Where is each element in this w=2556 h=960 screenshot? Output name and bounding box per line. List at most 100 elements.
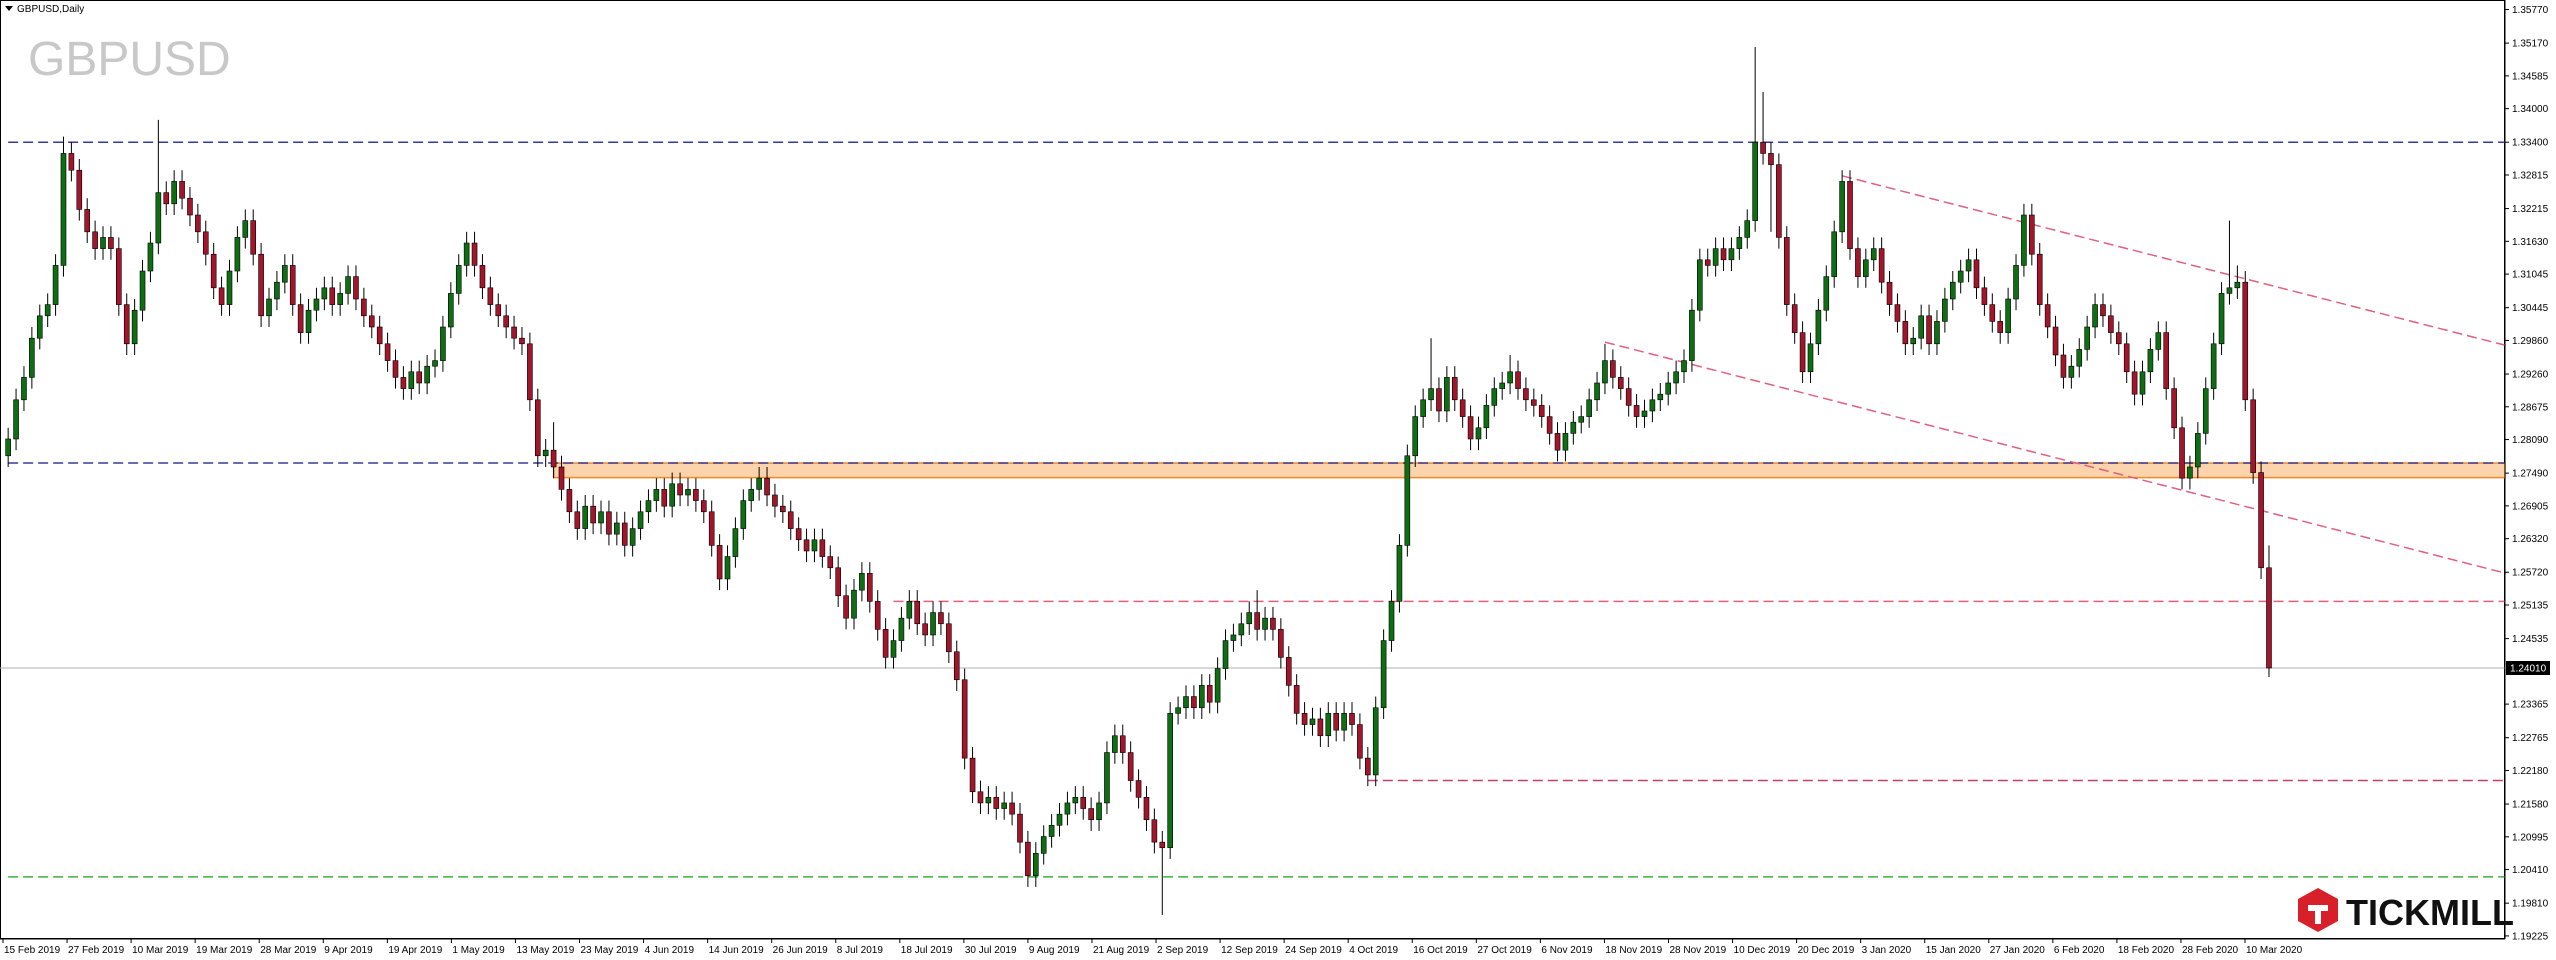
candle-body [495,304,502,317]
candle-body [1791,304,1798,333]
candle-body [1396,545,1403,602]
y-tick-label: 1.27490 [2512,469,2549,480]
candle-body [5,438,11,457]
candle-body [1807,343,1814,373]
y-tick-label: 1.30445 [2512,303,2549,314]
candle-body [1064,802,1071,815]
candle-body [210,253,217,289]
candle-body [2234,281,2241,289]
candle-body [218,287,225,305]
candle-body [1863,259,1869,277]
title-triangle [5,6,13,11]
candle-body [1973,259,1980,289]
candle-body [2013,265,2019,300]
candle-body [1491,388,1498,406]
candle-body [297,304,304,333]
candle-body [1515,371,1521,389]
candle-body [1957,270,1964,283]
candle-body [953,651,960,681]
candle-body [2242,281,2249,401]
y-tick-label: 1.25720 [2512,568,2549,579]
candle-body [1752,141,1758,221]
candle-body [1712,248,1719,266]
candle-body [1412,416,1419,457]
x-tick-label: 18 Jul 2019 [901,945,953,956]
candle-body [2076,349,2083,367]
candle-body [1214,668,1221,703]
candle-body [938,612,944,625]
candle-body [969,757,976,793]
candle-body [2179,427,2185,479]
candle-body [914,601,921,625]
candle-body [1222,640,1229,669]
candle-body [1270,617,1276,630]
candle-body [1736,237,1743,249]
candle-body [321,287,328,300]
candle-body [1997,321,2004,333]
candle-body [1151,819,1158,843]
candle-body [2131,371,2138,395]
candle-body [1507,371,1513,384]
candle-body [874,601,881,630]
candle-body [1056,813,1063,826]
candle-body [1625,388,1632,406]
candle-body [1451,377,1458,401]
candle-body [21,377,27,401]
candle-body [1720,248,1727,261]
candle-body [2060,354,2067,378]
candle-body [60,153,67,266]
y-tick-label: 1.31630 [2512,237,2549,248]
candle-body [629,528,636,546]
x-tick-label: 10 Dec 2019 [1734,945,1791,956]
candle-body [906,601,913,619]
candle-body [993,797,1000,809]
candle-body [740,500,747,529]
candle-body [1191,696,1197,709]
candle-body [274,281,280,300]
candle-body [1823,276,1830,311]
candle-body [1088,808,1094,821]
candle-body [621,522,628,546]
trend-line [1604,341,2507,575]
x-tick-label: 27 Jan 2020 [1990,945,2045,956]
candle-body [1349,713,1355,725]
x-tick-label: 19 Mar 2019 [196,945,253,956]
y-tick-label: 1.21580 [2512,800,2549,811]
candle-body [1293,685,1300,714]
candle-body [305,309,312,333]
candle-body [353,276,359,300]
candle-body [2108,315,2114,333]
candle-body [1562,433,1569,451]
y-tick-label: 1.29860 [2512,336,2549,347]
candle-body [2068,365,2075,378]
candle-body [1689,309,1695,361]
x-tick-label: 16 Oct 2019 [1413,945,1468,956]
candle-body [345,276,351,294]
candle-body [503,315,509,328]
candle-body [52,265,59,305]
candle-body [1831,231,1838,277]
candle-body [2226,287,2233,294]
candle-body [155,192,162,244]
y-tick-label: 1.24535 [2512,634,2549,645]
candle-body [1309,718,1316,725]
candle-body [1586,399,1592,417]
candle-body [187,197,193,216]
x-tick-label: 21 Aug 2019 [1093,945,1150,956]
candle-body [1878,248,1885,283]
candle-body [282,265,288,283]
candle-body [1033,853,1039,877]
candle-body [1475,427,1482,440]
y-tick-label: 1.29260 [2512,370,2549,381]
y-tick-label: 1.35170 [2512,39,2549,50]
candle-body [1894,304,1901,322]
candle-body [787,511,794,529]
candle-body [1523,388,1529,401]
candle-body [930,612,936,636]
y-tick-label: 1.26320 [2512,534,2549,545]
candle-body [1135,780,1142,798]
candle-body [1159,841,1166,849]
candle-body [147,242,154,272]
candle-body [258,253,264,317]
y-tick-label: 1.20410 [2512,865,2549,876]
